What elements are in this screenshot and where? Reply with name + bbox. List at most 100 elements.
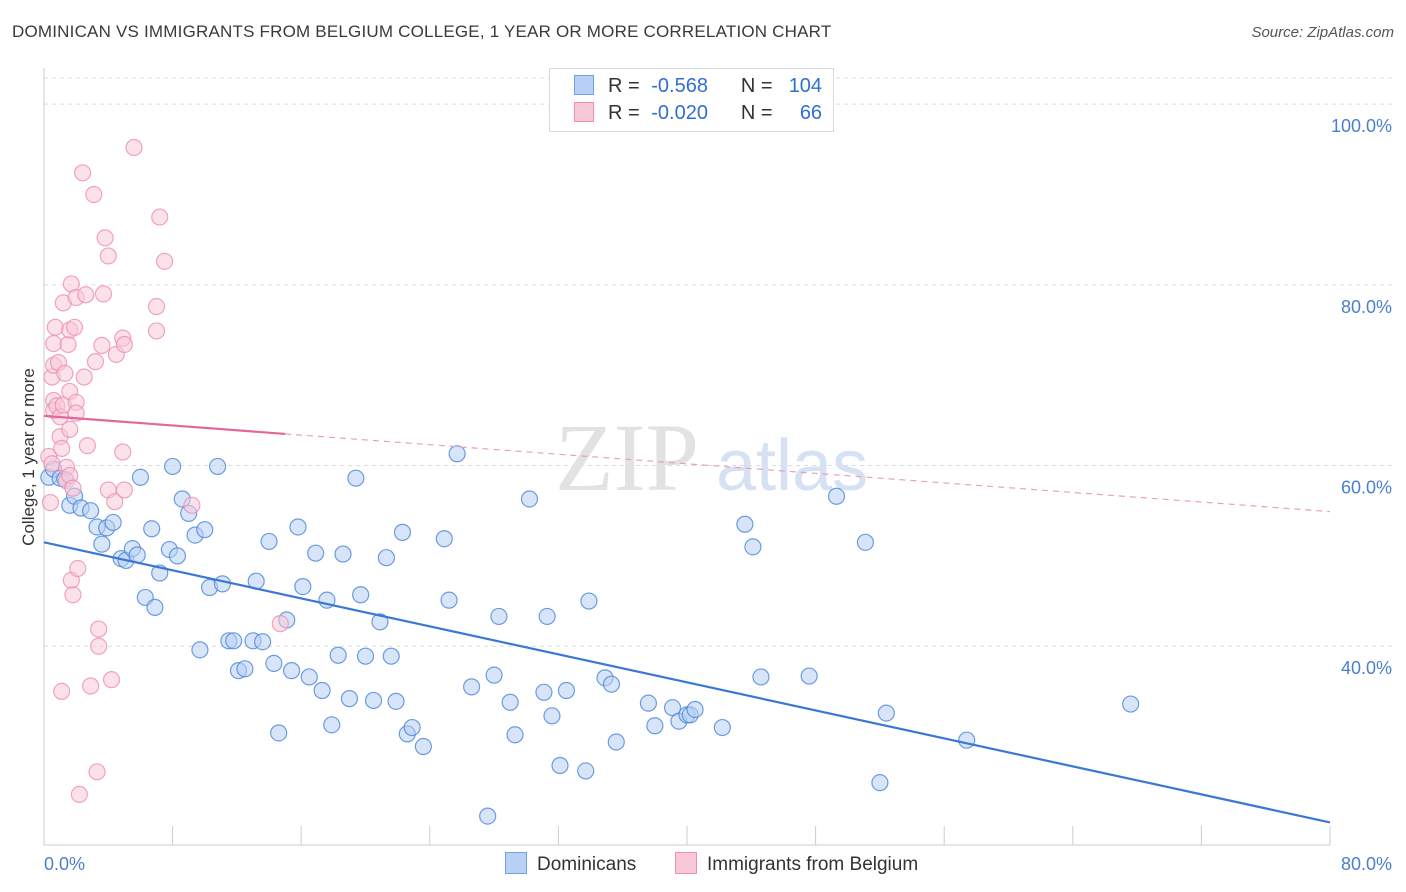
- point-dominicans: [827, 487, 846, 505]
- point-belgium: [64, 586, 82, 604]
- point-belgium: [147, 297, 166, 316]
- point-dominicans: [543, 707, 561, 725]
- point-dominicans: [347, 469, 365, 487]
- point-dominicans: [213, 575, 232, 593]
- point-dominicans: [300, 668, 318, 686]
- point-dominicans: [580, 592, 598, 610]
- point-belgium: [61, 420, 79, 438]
- point-dominicans: [448, 445, 466, 463]
- point-dominicans: [209, 457, 227, 476]
- point-dominicans: [736, 515, 754, 533]
- point-dominicans: [82, 502, 100, 520]
- point-belgium: [53, 682, 71, 701]
- point-belgium: [151, 208, 169, 226]
- y-tick-label: 60.0%: [1341, 478, 1392, 498]
- point-belgium: [94, 285, 113, 303]
- y-tick-label: 100.0%: [1331, 116, 1392, 136]
- watermark-zip: ZIP: [555, 404, 699, 511]
- point-dominicans: [236, 660, 254, 678]
- legend-n-value: 104: [788, 75, 823, 97]
- point-belgium: [271, 615, 289, 633]
- point-dominicans: [403, 718, 421, 737]
- point-dominicans: [639, 694, 658, 712]
- y-tick-label: 80.0%: [1341, 297, 1392, 317]
- point-belgium: [41, 493, 60, 512]
- point-dominicans: [168, 547, 187, 565]
- legend-swatch-pink: [675, 852, 697, 874]
- point-belgium: [82, 677, 100, 695]
- point-dominicans: [356, 647, 375, 665]
- legend-swatch-pink: [574, 102, 594, 122]
- point-belgium: [99, 247, 117, 265]
- data-points: [40, 138, 1140, 825]
- x-tick-label: 80.0%: [1341, 854, 1392, 874]
- point-dominicans: [352, 586, 370, 604]
- point-dominicans: [307, 544, 325, 562]
- point-dominicans: [329, 646, 347, 664]
- point-dominicans: [265, 654, 283, 672]
- point-belgium: [78, 437, 97, 455]
- point-dominicans: [462, 678, 481, 696]
- point-dominicans: [490, 607, 508, 626]
- point-dominicans: [340, 690, 359, 708]
- point-belgium: [86, 353, 105, 371]
- point-dominicans: [364, 691, 383, 710]
- point-belgium: [53, 439, 71, 457]
- legend-r-value: -0.020: [651, 102, 708, 124]
- point-dominicans: [440, 591, 458, 609]
- watermark-atlas: atlas: [716, 426, 868, 506]
- point-dominicans: [93, 535, 111, 553]
- point-belgium: [73, 164, 92, 182]
- point-dominicans: [713, 718, 731, 737]
- tick-labels: 40.0% 60.0% 80.0% 100.0% 0.0% 80.0%: [44, 116, 1392, 874]
- point-dominicans: [323, 716, 341, 734]
- y-tick-label: 40.0%: [1341, 658, 1392, 678]
- point-belgium: [155, 252, 174, 270]
- y-axis-label: College, 1 year or more: [19, 368, 38, 546]
- watermark: ZIP atlas: [555, 404, 868, 511]
- point-belgium: [64, 479, 82, 497]
- point-belgium: [90, 637, 108, 655]
- point-dominicans: [393, 523, 412, 541]
- stats-legend: R = -0.568 N = 104 R = -0.020 N = 66: [549, 68, 834, 132]
- point-dominicans: [646, 717, 664, 735]
- point-belgium: [56, 364, 74, 382]
- legend-n-label: N =: [740, 102, 773, 124]
- legend-label-belgium: Immigrants from Belgium: [707, 854, 919, 875]
- point-belgium: [115, 481, 133, 499]
- point-dominicans: [334, 545, 352, 563]
- point-dominicans: [191, 641, 209, 659]
- point-dominicans: [535, 683, 553, 701]
- point-dominicans: [551, 756, 569, 775]
- point-belgium: [59, 335, 77, 354]
- legend-n-value: 66: [799, 102, 823, 124]
- point-belgium: [69, 559, 87, 578]
- legend-n-label: N =: [740, 75, 773, 97]
- point-belgium: [102, 671, 121, 689]
- point-dominicans: [607, 733, 625, 751]
- legend-label-dominicans: Dominicans: [537, 854, 637, 875]
- gridlines: [44, 77, 1392, 647]
- legend-item-dominicans: Dominicans: [505, 852, 636, 876]
- point-belgium: [147, 322, 166, 340]
- point-dominicans: [254, 633, 272, 651]
- point-belgium: [90, 620, 108, 638]
- chart-source: Source: ZipAtlas.com: [1251, 24, 1394, 41]
- point-dominicans: [800, 667, 818, 685]
- point-dominicans: [686, 700, 704, 719]
- point-belgium: [77, 286, 95, 304]
- legend-r-label: R =: [608, 102, 640, 124]
- point-dominicans: [104, 513, 122, 532]
- point-dominicans: [479, 807, 497, 825]
- point-dominicans: [752, 668, 770, 686]
- point-dominicans: [577, 762, 595, 780]
- point-belgium: [183, 496, 201, 514]
- legend-row-dominicans: R = -0.568 N = 104: [574, 75, 822, 99]
- point-dominicans: [146, 598, 164, 616]
- point-belgium: [43, 455, 61, 473]
- legend-row-belgium: R = -0.020 N = 66: [574, 102, 822, 126]
- point-dominicans: [414, 737, 432, 756]
- legend-item-belgium: Immigrants from Belgium: [675, 852, 918, 876]
- point-dominicans: [958, 731, 976, 749]
- legend-swatch-blue: [574, 75, 594, 95]
